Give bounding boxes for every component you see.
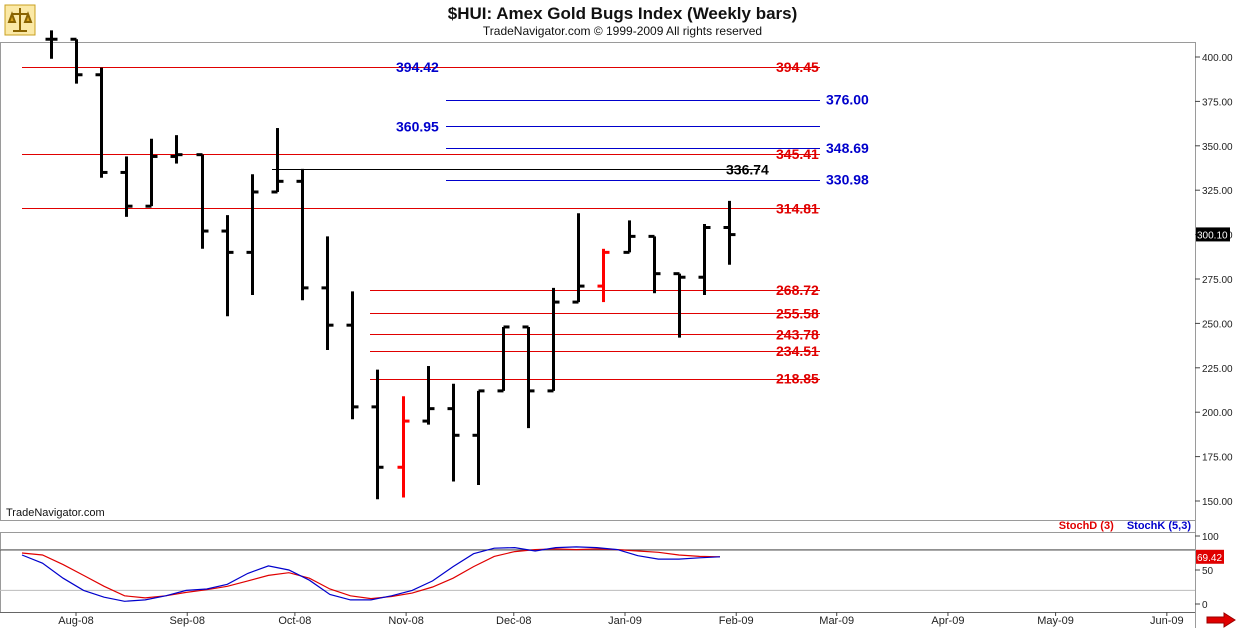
watermark-text: TradeNavigator.com: [6, 507, 105, 519]
level-label-234.51: 234.51: [776, 343, 819, 359]
price-y-tick-label: 225.00: [1202, 364, 1233, 375]
stochd-legend: StochD (3): [1058, 520, 1114, 532]
stoch-y-tick-label: 100: [1202, 532, 1219, 543]
price-y-tick-label: 250.00: [1202, 319, 1233, 330]
ohlc-bar: [572, 213, 585, 304]
level-label-218.85: 218.85: [776, 371, 819, 387]
ohlc-bar: [271, 128, 284, 194]
level-label-255.58: 255.58: [776, 305, 819, 321]
x-tick-label: Oct-08: [278, 615, 311, 627]
price-y-tick-label: 350.00: [1202, 142, 1233, 153]
x-tick-label: Aug-08: [58, 615, 93, 627]
ohlc-bar: [698, 223, 711, 295]
ohlc-bar: [547, 287, 560, 393]
ohlc-bar: [70, 37, 83, 84]
x-tick-label: Jun-09: [1150, 615, 1184, 627]
indicator-legend: StochD (3) StochK (5,3): [1059, 520, 1191, 532]
price-y-tick-label: 200.00: [1202, 408, 1233, 419]
stoch-last-value-label: 69.42: [1197, 553, 1222, 564]
price-y-tick-label: 375.00: [1202, 97, 1233, 108]
x-tick-label: May-09: [1037, 615, 1074, 627]
ohlc-bar: [723, 200, 736, 265]
price-y-tick-label: 175.00: [1202, 453, 1233, 464]
stoch-panel-frame: [0, 532, 1196, 613]
ohlc-bar: [597, 248, 610, 303]
stoch-y-tick-label: 50: [1202, 566, 1214, 577]
ohlc-bar: [522, 325, 535, 429]
x-tick-label: Nov-08: [388, 615, 423, 627]
level-label-360.95: 360.95: [396, 118, 439, 134]
last-price-box: [1196, 227, 1230, 242]
ohlc-bar: [346, 291, 359, 420]
level-label-394.42: 394.42: [396, 59, 439, 75]
level-label-348.69: 348.69: [826, 140, 869, 156]
stochk-series-line: [21, 546, 721, 602]
price-y-tick-label: 400.00: [1202, 53, 1233, 64]
ohlc-bar: [623, 220, 636, 254]
stochd-series-line: [21, 548, 721, 600]
level-label-243.78: 243.78: [776, 326, 819, 342]
level-label-314.81: 314.81: [776, 200, 819, 216]
ohlc-bar: [196, 153, 209, 249]
stoch-y-tick-label: 0: [1202, 600, 1208, 611]
ohlc-bar: [321, 236, 334, 351]
level-label-330.98: 330.98: [826, 172, 869, 188]
level-label-345.41: 345.41: [776, 146, 819, 162]
ohlc-bar: [221, 215, 234, 317]
ohlc-bar: [95, 67, 108, 178]
trade-navigator-logo-icon[interactable]: [4, 4, 36, 36]
level-label-376.00: 376.00: [826, 92, 869, 108]
x-tick-label: Jan-09: [608, 615, 642, 627]
chart-title: $HUI: Amex Gold Bugs Index (Weekly bars): [447, 4, 798, 23]
price-y-tick-label: 275.00: [1202, 275, 1233, 286]
x-tick-label: Mar-09: [819, 615, 854, 627]
ohlc-bar: [145, 138, 158, 208]
scroll-right-arrow-icon[interactable]: [1206, 612, 1236, 628]
ohlc-bar: [497, 325, 510, 393]
stochk-legend: StochK (5,3): [1126, 520, 1191, 532]
ohlc-bar: [246, 174, 259, 295]
x-tick-label: Apr-09: [931, 615, 964, 627]
ohlc-bar: [120, 156, 133, 217]
ohlc-bar: [397, 396, 410, 498]
x-tick-label: Dec-08: [496, 615, 531, 627]
ohlc-bar: [648, 234, 661, 294]
price-y-tick-label: 150.00: [1202, 497, 1233, 508]
ohlc-bar: [422, 366, 435, 425]
ohlc-bar: [45, 30, 58, 59]
ohlc-bar: [447, 383, 460, 482]
last-price-label: 300.10: [1197, 230, 1228, 241]
level-label-394.45: 394.45: [776, 59, 819, 75]
stoch-last-value-box: [1196, 549, 1224, 564]
price-panel-frame: [0, 42, 1196, 521]
ohlc-bar: [296, 168, 309, 301]
price-y-tick-label: 325.00: [1202, 186, 1233, 197]
x-tick-label: Sep-08: [169, 615, 204, 627]
chart-subtitle: TradeNavigator.com © 1999-2009 All right…: [482, 24, 763, 38]
x-tick-label: Feb-09: [719, 615, 754, 627]
level-label-336.74: 336.74: [726, 161, 769, 177]
ohlc-bar: [371, 369, 384, 500]
ohlc-bar: [472, 389, 485, 486]
chart-header: $HUI: Amex Gold Bugs Index (Weekly bars)…: [0, 0, 1245, 40]
ohlc-bar: [673, 272, 686, 338]
ohlc-bar: [170, 135, 183, 164]
level-label-268.72: 268.72: [776, 282, 819, 298]
